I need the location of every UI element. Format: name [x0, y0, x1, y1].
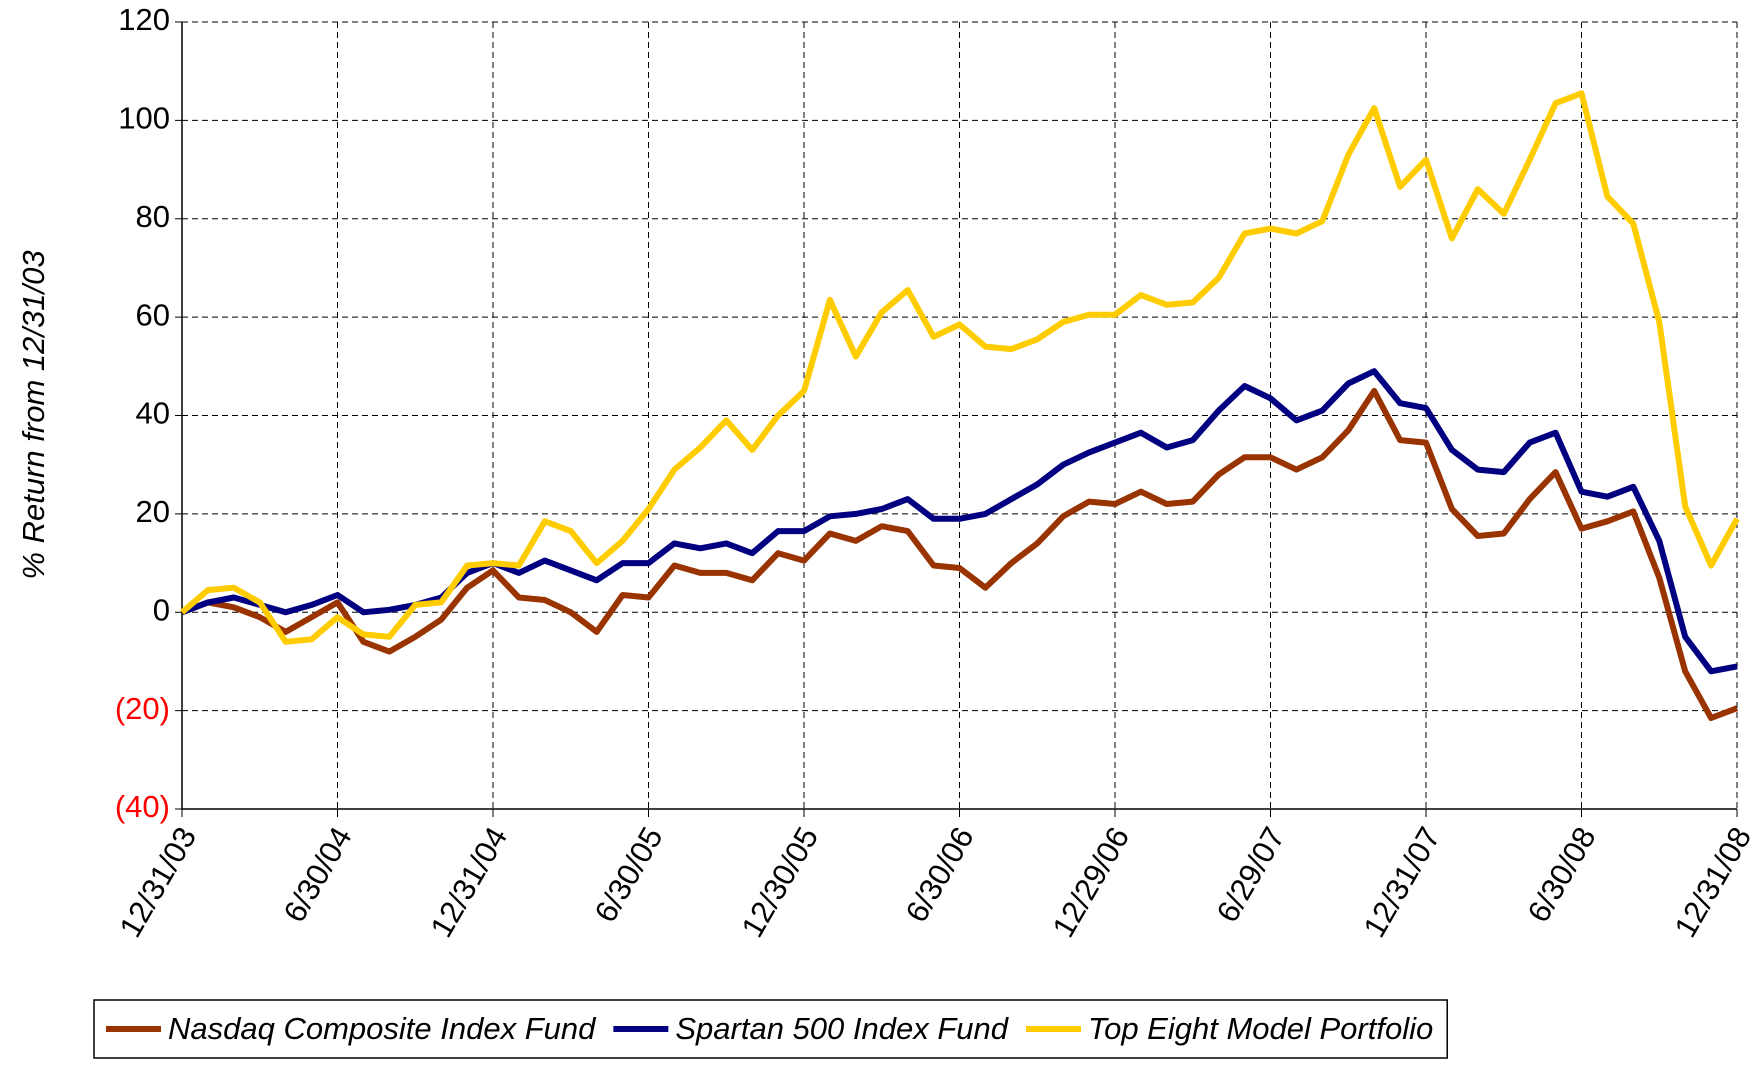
y-tick-label: 20: [136, 494, 170, 529]
y-tick-label: 40: [136, 396, 170, 431]
series-line: [180, 90, 1740, 645]
y-tick-label: 120: [118, 2, 170, 37]
x-tick-label: 6/30/04: [277, 821, 359, 928]
y-tick-label: 60: [136, 297, 170, 332]
x-tick-label: 12/31/07: [1357, 821, 1448, 943]
y-tick-label: 80: [136, 199, 170, 234]
series-line: [180, 387, 1739, 721]
x-tick-label: 6/30/05: [588, 821, 670, 928]
x-tick-label: 12/29/06: [1046, 821, 1137, 943]
y-tick-label: (40): [115, 789, 170, 824]
legend-label: Spartan 500 Index Fund: [675, 1011, 1009, 1046]
legend-label: Nasdaq Composite Index Fund: [168, 1011, 597, 1046]
x-tick-label: 6/29/07: [1210, 821, 1292, 928]
x-tick-label: 6/30/06: [899, 821, 981, 928]
x-tick-label: 6/30/08: [1521, 821, 1603, 928]
y-tick-label: 100: [118, 101, 170, 136]
x-tick-label: 12/31/04: [424, 821, 515, 943]
legend-box: [93, 999, 1448, 1059]
legend-label: Top Eight Model Portfolio: [1088, 1011, 1433, 1046]
x-tick-label: 12/31/03: [113, 821, 204, 943]
y-tick-label: (20): [115, 691, 170, 726]
x-tick-label: 12/31/08: [1668, 821, 1754, 943]
x-tick-label: 12/30/05: [735, 821, 826, 943]
y-tick-label: 0: [153, 592, 170, 627]
y-axis-title: % Return from 12/31/03: [16, 250, 51, 579]
